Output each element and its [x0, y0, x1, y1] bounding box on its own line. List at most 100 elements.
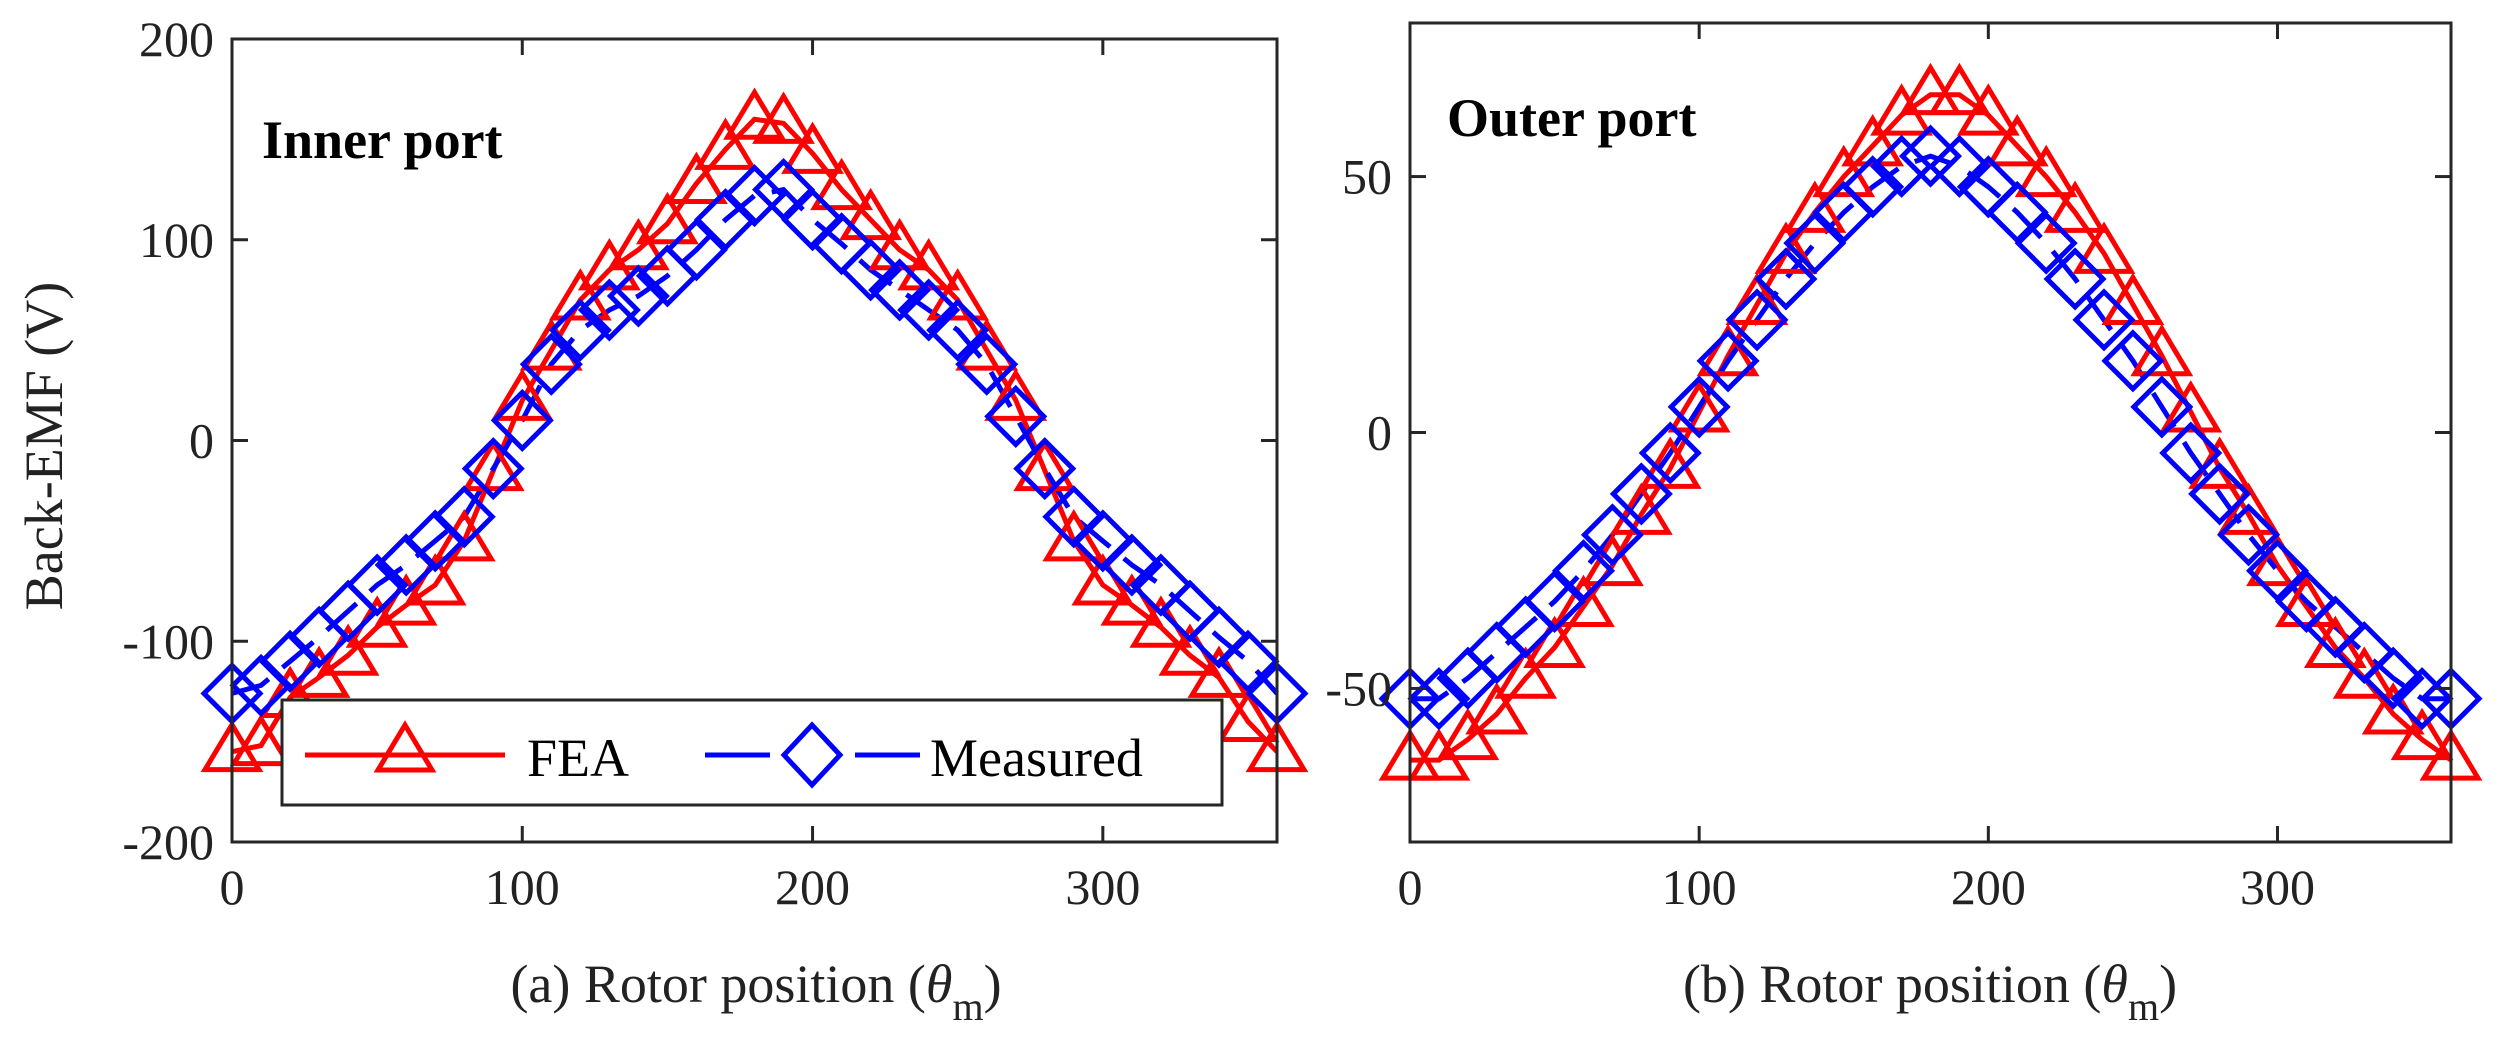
panel-a-measured-marker: [519, 332, 583, 396]
panel-a-fea-marker: [636, 191, 699, 245]
panel-b-x-axis-subscript: m: [2128, 984, 2159, 1029]
panel-b-fea-marker: [1783, 180, 1847, 233]
panel-b-x-tick-label: 300: [2240, 859, 2315, 915]
panel-b-fea-marker: [1667, 380, 1731, 433]
panel-b-y-tick-label: -50: [1325, 660, 1392, 716]
panel-b-fea-marker: [1928, 62, 1991, 116]
legend-fea-label: FEA: [527, 728, 629, 788]
panel-b-y-tick-labels: -50 0 50: [1325, 149, 1392, 717]
panel-a-measured-marker: [1100, 533, 1164, 597]
panel-a-measured-marker: [1187, 605, 1251, 669]
panel-b-measured-marker: [1870, 134, 1934, 198]
panel-a-x-axis-close: ): [984, 954, 1002, 1014]
panel-b-x-axis-title: (b) Rotor position (θm): [1683, 954, 2177, 1029]
panel-a-x-tick-label: 100: [485, 859, 560, 915]
panel-b-measured-marker: [2043, 247, 2107, 311]
panel-a-measured-marker: [490, 388, 554, 452]
panel-b-fea-marker: [1465, 682, 1529, 735]
panel-b-fea-marker: [2043, 180, 2107, 233]
panel-a-fea-marker: [752, 91, 815, 144]
panel-b-fea-line: [1410, 92, 2453, 763]
panel-a: 0 100 200 300 -200 -100 0 100 200 Inner port (a…: [14, 11, 1309, 1029]
panel-b-measured-line: [1410, 153, 2451, 702]
panel-a-fea-marker: [1042, 509, 1106, 562]
panel-b-fea-marker: [1985, 113, 2049, 167]
panel-b-measured-marker: [1754, 247, 1818, 311]
panel-a-fea-marker: [723, 87, 786, 140]
panel-a-measured-marker: [345, 553, 409, 617]
panel-a-measured-marker: [897, 278, 961, 342]
panel-a-series-lines: [231, 116, 1279, 755]
panel-b-measured-marker: [1638, 421, 1702, 485]
panel-b: 0 100 200 300 -50 0 50 Outer port (b) Rotor p…: [1325, 21, 2483, 1029]
panel-b-series-lines: [1410, 92, 2453, 763]
panel-a-measured-marker: [839, 238, 903, 302]
panel-b-measured-marker: [1783, 211, 1847, 275]
panel-a-y-tick-label: -100: [122, 613, 214, 669]
panel-b-y-tick-label: 0: [1367, 405, 1392, 461]
panel-a-x-tick-label: 0: [220, 859, 245, 915]
panel-a-fea-marker: [694, 117, 757, 170]
panel-b-measured-marker: [1841, 155, 1905, 219]
panel-b-fea-marker: [1494, 646, 1558, 699]
panel-a-measured-marker: [548, 298, 612, 362]
panel-b-x-tick-label: 100: [1662, 859, 1737, 915]
panel-a-fea-marker: [432, 509, 496, 562]
panel-b-measured-marker: [1985, 180, 2049, 244]
panel-a-fea-marker: [984, 368, 1048, 421]
panel-a-measured-marker: [926, 298, 990, 362]
panel-b-measured-marker: [2217, 503, 2281, 567]
panel-b-tick-marks: [1408, 23, 2451, 842]
panel-a-measured-line: [231, 186, 1279, 696]
panel-b-fea-marker: [1754, 221, 1818, 274]
panel-a-measured-marker: [1071, 509, 1135, 573]
panel-b-measured-marker: [2014, 211, 2078, 275]
legend-measured-marker: [780, 721, 844, 789]
panel-b-fea-marker: [1725, 272, 1789, 326]
legend: FEA Measured: [280, 698, 1224, 807]
panel-a-y-tick-label: 200: [139, 11, 214, 67]
panel-a-x-tick-label: 200: [775, 859, 850, 915]
panel-b-measured-marker: [2101, 329, 2165, 393]
panel-a-y-tick-label: 100: [139, 212, 214, 268]
panel-b-fea-marker: [1956, 83, 2020, 136]
panel-a-measured-marker: [955, 332, 1019, 396]
panel-b-measured-marker: [2072, 288, 2136, 352]
legend-measured-label: Measured: [930, 728, 1143, 788]
panel-a-fea-marker: [229, 713, 293, 767]
panel-a-y-tick-labels: -200 -100 0 100 200: [122, 11, 214, 870]
panel-b-fea-marker: [1696, 323, 1760, 377]
panel-a-x-axis-label: (a) Rotor position (: [510, 954, 925, 1014]
panel-b-measured-marker: [1667, 375, 1731, 439]
panel-b-measured-marker: [2159, 421, 2223, 485]
panel-b-y-tick-label: 50: [1342, 149, 1392, 205]
panel-a-measured-marker: [606, 264, 670, 328]
panel-a-x-tick-labels: 0 100 200 300: [220, 859, 1141, 915]
panel-a-y-axis-title: Back-EMF (V): [14, 282, 74, 610]
panel-a-annotation: Inner port: [262, 110, 503, 170]
panel-b-measured-marker: [1580, 503, 1644, 567]
panel-b-fea-marker: [2159, 380, 2223, 433]
panel-b-measured-marker: [1927, 134, 1991, 198]
panel-a-fea-marker: [461, 438, 525, 492]
panel-a-y-tick-label: -200: [122, 814, 214, 870]
panel-a-x-axis-theta: θ: [926, 954, 953, 1014]
panel-a-measured-marker: [868, 258, 932, 322]
panel-a-measured-marker: [1042, 485, 1106, 549]
panel-b-fea-marker: [1638, 436, 1702, 489]
panel-a-x-tick-label: 300: [1065, 859, 1140, 915]
panel-a-fea-marker: [1013, 438, 1077, 492]
legend-fea-marker: [373, 720, 437, 773]
panel-b-measured-marker: [2130, 375, 2194, 439]
panel-a-fea-marker: [839, 187, 903, 241]
panel-a-fea-marker: [810, 157, 873, 211]
panel-b-measured-marker: [1696, 329, 1760, 393]
panel-b-measured-marker: [1551, 539, 1616, 603]
panel-b-measured-marker: [2361, 646, 2425, 710]
panel-a-fea-marker: [665, 151, 728, 205]
panel-b-measured-marker: [1523, 569, 1587, 633]
panel-b-fea-marker: [1436, 707, 1500, 761]
panel-a-fea-marker: [490, 368, 554, 421]
panel-a-measured-marker: [781, 188, 845, 252]
panel-b-fea-marker: [2390, 707, 2454, 761]
